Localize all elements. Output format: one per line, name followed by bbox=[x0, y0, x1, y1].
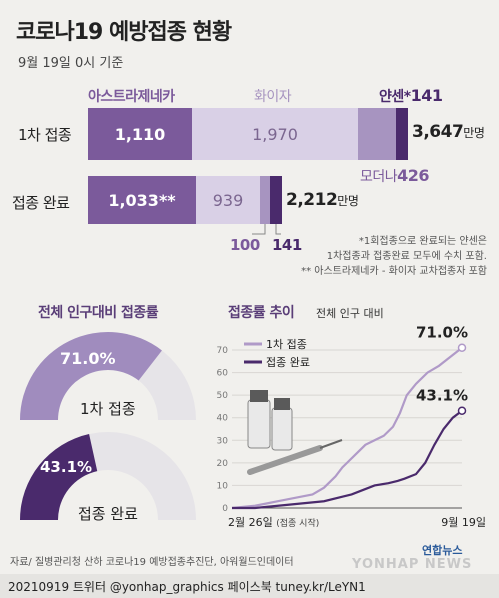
y-tick-label: 40 bbox=[217, 414, 229, 424]
page-title: 코로나19 예방접종 현황 bbox=[16, 20, 232, 45]
bar-complete-astrazeneca: 1,033** bbox=[88, 176, 196, 224]
janssen-complete-value: 141 bbox=[272, 236, 302, 254]
gauge-first-fill bbox=[20, 332, 162, 420]
pfizer-label: 화이자 bbox=[254, 89, 292, 105]
bar-first-astrazeneca: 1,110 bbox=[88, 108, 192, 160]
y-tick-label: 70 bbox=[217, 346, 229, 356]
chart-subtitle: 전체 인구 대비 bbox=[316, 307, 384, 320]
series-line-2 bbox=[232, 409, 463, 510]
source-text: 자료/ 질병관리청 산하 코로나19 예방접종추진단, 아워월드인데이터 bbox=[10, 557, 294, 568]
series-end-point-2 bbox=[457, 406, 467, 415]
gauges bbox=[20, 332, 196, 520]
total-first: 3,647만명 bbox=[412, 122, 485, 142]
chart-title: 접종률 추이 bbox=[228, 305, 295, 321]
y-tick-label: 30 bbox=[217, 436, 229, 446]
astrazeneca-label: 아스트라제네카 bbox=[88, 89, 175, 105]
x-start-label: 2월 26일 (접종 시작) bbox=[228, 515, 319, 529]
gauge-section-title: 전체 인구대비 접종률 bbox=[38, 305, 159, 321]
series-end-point-1 bbox=[457, 343, 467, 352]
moderna-label: 모더나426 bbox=[360, 166, 430, 185]
janssen-label: 얀센*141 bbox=[379, 86, 443, 105]
logo-kr: 연합뉴스 bbox=[422, 544, 463, 557]
row-label-complete: 접종 완료 bbox=[12, 194, 70, 212]
bar-first-moderna bbox=[358, 108, 396, 160]
legend-label-1: 1차 접종 bbox=[266, 338, 307, 351]
gauge-complete-label: 접종 완료 bbox=[78, 505, 138, 523]
line-chart: 0 10 20 30 40 50 60 70 71.0% 1차 접종 43.1% 접종 완료 2월 26… bbox=[217, 324, 486, 529]
footer-bar bbox=[0, 574, 499, 598]
vaccine-illustration bbox=[247, 390, 343, 475]
total-complete: 2,212만명 bbox=[286, 190, 359, 210]
series-line-1 bbox=[231, 346, 463, 510]
moderna-complete-value: 100 bbox=[230, 236, 260, 254]
series-end-label-1: 71.0% bbox=[416, 324, 468, 342]
gauge-complete-fill bbox=[20, 434, 98, 520]
bar-complete-janssen bbox=[270, 176, 282, 224]
legend-label-2: 접종 완료 bbox=[266, 356, 310, 369]
row-label-first: 1차 접종 bbox=[18, 126, 72, 144]
bar-complete-moderna bbox=[260, 176, 270, 224]
x-end-label: 9월 19일 bbox=[441, 515, 486, 529]
leader-lines bbox=[252, 224, 281, 235]
bar-complete-pfizer: 939 bbox=[196, 176, 260, 224]
y-tick-label: 0 bbox=[222, 504, 228, 514]
bar-first-pfizer: 1,970 bbox=[192, 108, 358, 160]
date-label: 9월 19일 0시 기준 bbox=[18, 56, 124, 71]
y-tick-label: 60 bbox=[217, 369, 229, 379]
credits-text: 20210919 트위터 @yonhap_graphics 페이스북 tuney… bbox=[8, 580, 366, 594]
bar-first-janssen bbox=[396, 108, 408, 160]
y-tick-label: 20 bbox=[217, 459, 229, 469]
gauge-first-label: 1차 접종 bbox=[80, 400, 136, 418]
series-end-label-2: 43.1% bbox=[416, 387, 468, 405]
gauge-complete-value: 43.1% bbox=[40, 458, 93, 476]
y-tick-label: 50 bbox=[217, 391, 229, 401]
logo-en: YONHAP NEWS bbox=[352, 557, 473, 572]
y-tick-label: 10 bbox=[217, 481, 229, 491]
gauge-first-value: 71.0% bbox=[60, 349, 116, 368]
footnotes: *1회접종으로 완료되는 얀센은 1차접종과 접종완료 모두에 수치 포함. *… bbox=[301, 236, 487, 277]
